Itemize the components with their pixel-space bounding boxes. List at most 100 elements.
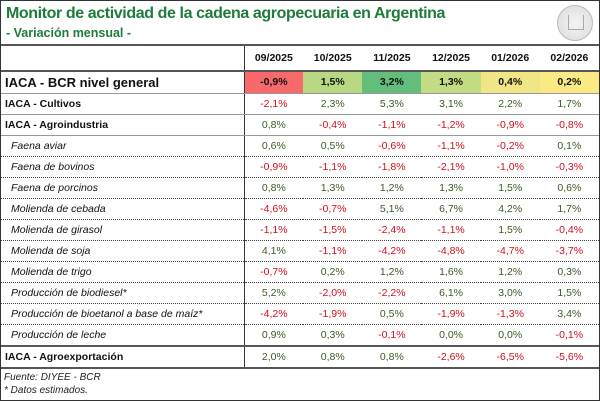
value-cell: -4,6% — [244, 198, 304, 220]
row-label: Producción de biodiesel* — [1, 282, 245, 304]
value-cell: -1,3% — [480, 303, 540, 325]
value-cell: -1,1% — [421, 219, 481, 241]
value-cell: 0,6% — [244, 135, 304, 157]
value-cell: -0,4% — [539, 219, 599, 241]
value-cell: -1,1% — [303, 156, 363, 178]
row-label: Molienda de girasol — [1, 219, 245, 241]
value-cell: 0,3% — [303, 324, 363, 347]
value-cell: -4,2% — [244, 303, 304, 325]
data-table: 09/2025 10/2025 11/2025 12/2025 01/2026 02/20… — [1, 44, 599, 369]
table-row: Molienda de girasol -1,1% -1,5% -2,4% -1,1% 1… — [1, 219, 599, 241]
value-cell: -1,1% — [421, 135, 481, 157]
value-cell: -0,7% — [303, 198, 363, 220]
content-area: 09/2025 10/2025 11/2025 12/2025 01/2026 02/20… — [1, 44, 599, 397]
table-row: IACA - BCR nivel general -0,9% 1,5% 3,2% 1,3… — [1, 71, 599, 94]
value-cell: 1,3% — [421, 177, 481, 199]
value-cell: 1,7% — [539, 198, 599, 220]
column-header: 02/2026 — [539, 44, 599, 72]
table-row: IACA - Agroexportación 2,0% 0,8% 0,8% -2,6% -… — [1, 345, 599, 369]
row-label: Producción de bioetanol a base de maíz* — [1, 303, 245, 325]
column-header: 09/2025 — [244, 44, 304, 72]
value-cell: 1,5% — [480, 219, 540, 241]
table-row: Molienda de trigo -0,7% 0,2% 1,2% 1,6% 1,2% 0,… — [1, 261, 599, 283]
value-cell: 1,6% — [421, 261, 481, 283]
value-cell: 4,2% — [480, 198, 540, 220]
value-cell: -0,9% — [244, 156, 304, 178]
value-cell: -4,8% — [421, 240, 481, 262]
value-cell: -2,6% — [421, 345, 481, 369]
table-row: IACA - Agroindustria 0,8% -0,4% -1,1% -1,2% -… — [1, 114, 599, 136]
bcr-logo-icon — [557, 5, 593, 41]
value-cell: 6,1% — [421, 282, 481, 304]
value-cell: -1,9% — [421, 303, 481, 325]
value-cell: -0,3% — [539, 156, 599, 178]
value-cell: -4,7% — [480, 240, 540, 262]
table-row: Producción de leche 0,9% 0,3% -0,1% 0,0% 0,0%… — [1, 324, 599, 347]
value-cell: -1,8% — [362, 156, 422, 178]
value-cell: -1,2% — [421, 114, 481, 136]
value-cell: -1,1% — [362, 114, 422, 136]
header-label-cell — [1, 44, 245, 72]
row-label: Molienda de soja — [1, 240, 245, 262]
value-cell: -6,5% — [480, 345, 540, 369]
table-row: Molienda de soja 4,1% -1,1% -4,2% -4,8% -4,7%… — [1, 240, 599, 262]
value-cell: 1,5% — [480, 177, 540, 199]
value-cell: 0,0% — [421, 324, 481, 347]
row-label: IACA - Agroindustria — [1, 114, 245, 136]
value-cell: 4,1% — [244, 240, 304, 262]
row-label: Faena aviar — [1, 135, 245, 157]
row-label: Producción de leche — [1, 324, 245, 347]
row-label: Faena de bovinos — [1, 156, 245, 178]
value-cell: -0,6% — [362, 135, 422, 157]
value-cell: 5,3% — [362, 93, 422, 115]
value-cell: 1,2% — [362, 261, 422, 283]
value-cell: 1,3% — [303, 177, 363, 199]
row-label: IACA - Cultivos — [1, 93, 245, 115]
value-cell: -1,5% — [303, 219, 363, 241]
value-cell: 0,8% — [244, 114, 304, 136]
value-cell: 3,2% — [362, 71, 422, 94]
header-row: 09/2025 10/2025 11/2025 12/2025 01/2026 02/20… — [1, 44, 599, 72]
value-cell: 6,7% — [421, 198, 481, 220]
value-cell: -2,2% — [362, 282, 422, 304]
value-cell: -0,4% — [303, 114, 363, 136]
value-cell: -0,2% — [480, 135, 540, 157]
source-note: Fuente: DIYEE - BCR — [4, 372, 101, 383]
value-cell: 2,0% — [244, 345, 304, 369]
column-header: 01/2026 — [480, 44, 540, 72]
value-cell: 0,1% — [539, 135, 599, 157]
table-row: Faena aviar 0,6% 0,5% -0,6% -1,1% -0,2% 0,1% — [1, 135, 599, 157]
value-cell: 0,8% — [362, 345, 422, 369]
row-label: Molienda de cebada — [1, 198, 245, 220]
page-title: Monitor de actividad de la cadena agrope… — [6, 5, 446, 22]
value-cell: 0,6% — [539, 177, 599, 199]
table-row: Faena de bovinos -0,9% -1,1% -1,8% -2,1% -1,0… — [1, 156, 599, 178]
row-label: Faena de porcinos — [1, 177, 245, 199]
value-cell: 0,2% — [539, 71, 599, 94]
value-cell: 0,8% — [244, 177, 304, 199]
value-cell: -5,6% — [539, 345, 599, 369]
value-cell: 0,5% — [362, 303, 422, 325]
value-cell: 0,9% — [244, 324, 304, 347]
value-cell: -0,1% — [539, 324, 599, 347]
value-cell: -0,8% — [539, 114, 599, 136]
row-label: Molienda de trigo — [1, 261, 245, 283]
value-cell: 0,0% — [480, 324, 540, 347]
table-row: Producción de biodiesel* 5,2% -2,0% -2,2% 6,… — [1, 282, 599, 304]
column-header: 11/2025 — [362, 44, 422, 72]
value-cell: 0,5% — [303, 135, 363, 157]
value-cell: 2,3% — [303, 93, 363, 115]
value-cell: -0,1% — [362, 324, 422, 347]
column-header: 10/2025 — [303, 44, 363, 72]
value-cell: 0,2% — [303, 261, 363, 283]
value-cell: 1,7% — [539, 93, 599, 115]
value-cell: 3,4% — [539, 303, 599, 325]
value-cell: 0,8% — [303, 345, 363, 369]
table-row: Producción de bioetanol a base de maíz* -… — [1, 303, 599, 325]
value-cell: -1,1% — [303, 240, 363, 262]
value-cell: 3,1% — [421, 93, 481, 115]
row-label: IACA - BCR nivel general — [1, 71, 245, 94]
value-cell: 1,2% — [480, 261, 540, 283]
estimate-note: * Datos estimados. — [4, 385, 88, 396]
